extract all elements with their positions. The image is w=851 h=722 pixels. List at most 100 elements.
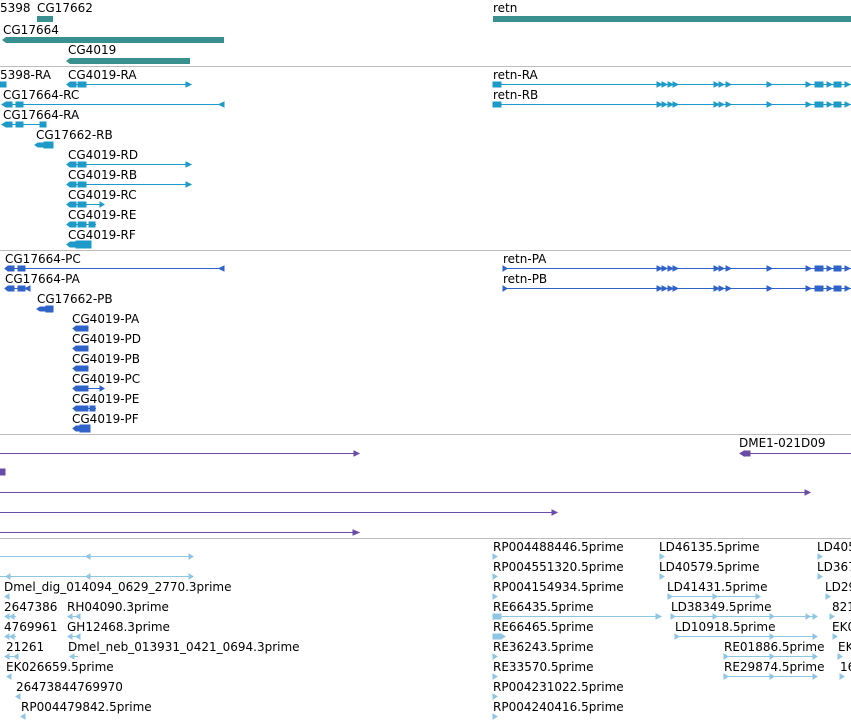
protein-cg4019-pe[interactable] <box>72 405 96 412</box>
transcript-cg4019-rd[interactable] <box>66 161 193 168</box>
clone-feature[interactable] <box>0 529 361 536</box>
est-feature[interactable] <box>670 613 818 620</box>
transcript-label: 5398-RA <box>0 68 51 82</box>
est-label: RP004551320.5prime <box>493 560 624 574</box>
clone-feature[interactable] <box>0 509 559 516</box>
clone-dme1-021d09[interactable] <box>739 450 851 457</box>
clone-feature[interactable] <box>0 489 812 496</box>
est-feature[interactable] <box>4 593 10 600</box>
protein-cg4019-pc[interactable] <box>72 385 105 392</box>
est-feature[interactable] <box>20 713 26 720</box>
transcript-label: CG4019-RA <box>68 68 137 82</box>
protein-label: CG4019-PA <box>72 312 140 326</box>
clone-track-features <box>0 450 851 536</box>
transcript-retn-rb[interactable] <box>492 101 851 108</box>
transcript-cg4019-re[interactable] <box>66 221 96 228</box>
protein-cg4019-pa[interactable] <box>72 325 89 332</box>
est-feature[interactable] <box>825 593 831 600</box>
est-feature[interactable] <box>492 573 498 580</box>
est-feature[interactable] <box>492 633 506 640</box>
protein-label: CG17662-PB <box>37 292 113 306</box>
transcript-label: CG4019-RD <box>68 148 139 162</box>
est-feature[interactable] <box>817 553 823 560</box>
est-label: 16 <box>840 660 851 674</box>
transcript-retn-ra[interactable] <box>492 81 851 88</box>
clone-feature[interactable] <box>0 450 361 457</box>
transcript-cg4019-rc[interactable] <box>66 201 105 208</box>
gene-label-cg17662: CG17662 <box>37 1 93 15</box>
transcript-track-features <box>0 81 851 249</box>
protein-cg17662-pb[interactable] <box>36 305 54 313</box>
est-track-features <box>0 553 845 720</box>
transcript-track: 5398-RA CG4019-RA CG17664-RC CG17664-RA … <box>0 67 851 250</box>
track-divider <box>0 66 851 67</box>
transcript-5398-ra[interactable] <box>0 81 7 88</box>
track-divider <box>0 434 851 435</box>
est-feature[interactable] <box>4 633 81 640</box>
gene-bar-cg17662[interactable] <box>37 16 53 22</box>
transcript-label: CG17664-RA <box>3 108 80 122</box>
track-divider <box>0 538 851 539</box>
est-label: LD46135.5prime <box>659 540 760 554</box>
est-feature[interactable] <box>492 693 498 700</box>
est-feature[interactable] <box>674 633 818 640</box>
est-feature[interactable] <box>839 673 845 680</box>
est-feature[interactable] <box>492 713 498 720</box>
transcript-cg17664-ra[interactable] <box>1 121 47 128</box>
gene-label-5398: 5398 <box>0 1 31 15</box>
transcript-cg4019-rb[interactable] <box>66 181 193 188</box>
est-feature[interactable] <box>667 593 761 600</box>
est-feature[interactable] <box>15 693 21 700</box>
protein-label: CG4019-PD <box>72 332 142 346</box>
est-feature[interactable] <box>723 653 818 660</box>
gene-bar-retn[interactable] <box>493 16 851 22</box>
est-feature[interactable] <box>492 593 498 600</box>
protein-retn-pa[interactable] <box>502 265 851 272</box>
clone-feature[interactable] <box>0 468 6 476</box>
est-feature[interactable] <box>492 553 498 560</box>
gene-label-cg17664: CG17664 <box>3 23 59 37</box>
est-feature[interactable] <box>837 653 843 660</box>
protein-cg4019-pf[interactable] <box>72 424 91 433</box>
est-feature[interactable] <box>4 613 81 620</box>
est-feature[interactable] <box>6 673 12 680</box>
est-feature[interactable] <box>659 553 665 560</box>
transcript-label: retn-RA <box>493 68 538 82</box>
est-feature[interactable] <box>492 673 498 680</box>
est-feature[interactable] <box>832 633 838 640</box>
est-feature[interactable] <box>723 673 818 680</box>
est-feature[interactable] <box>492 613 663 620</box>
protein-cg4019-pd[interactable] <box>72 345 89 352</box>
gene-bar-cg17664[interactable] <box>2 37 224 43</box>
est-feature[interactable] <box>659 573 665 580</box>
protein-label: CG17664-PA <box>5 272 80 286</box>
protein-track: CG17664-PC CG17664-PA CG17662-PB CG4019-… <box>0 251 851 434</box>
est-label: EK0 <box>832 620 851 634</box>
est-label: RE66435.5prime <box>493 600 594 614</box>
transcript-label: CG4019-RB <box>68 168 138 182</box>
transcript-label: CG17664-RC <box>3 88 80 102</box>
gene-bar-cg4019[interactable] <box>66 58 190 64</box>
protein-retn-pb[interactable] <box>502 285 851 292</box>
transcript-cg17664-rc[interactable] <box>1 101 225 108</box>
est-feature[interactable] <box>829 613 835 620</box>
protein-cg17664-pc[interactable] <box>4 265 225 272</box>
transcript-label: CG4019-RF <box>68 228 136 242</box>
protein-cg17664-pa[interactable] <box>4 285 31 292</box>
transcript-cg4019-ra[interactable] <box>66 81 193 88</box>
est-feature[interactable] <box>0 573 194 580</box>
est-label: GH12468.3prime <box>67 620 170 634</box>
est-feature[interactable] <box>0 553 194 560</box>
est-label: Dmel_dig_014094_0629_2770.3prime <box>4 580 232 594</box>
est-feature[interactable] <box>4 653 78 660</box>
est-feature[interactable] <box>817 573 823 580</box>
transcript-cg4019-rf[interactable] <box>66 240 92 249</box>
gene-label-cg4019: CG4019 <box>68 43 117 57</box>
transcript-cg17662-rb[interactable] <box>34 141 54 149</box>
protein-cg4019-pb[interactable] <box>72 365 89 372</box>
est-label: LD40579.5prime <box>659 560 760 574</box>
est-feature[interactable] <box>492 653 498 660</box>
est-label: Dmel_neb_013931_0421_0694.3prime <box>68 640 300 654</box>
est-label: LD10918.5prime <box>675 620 776 634</box>
